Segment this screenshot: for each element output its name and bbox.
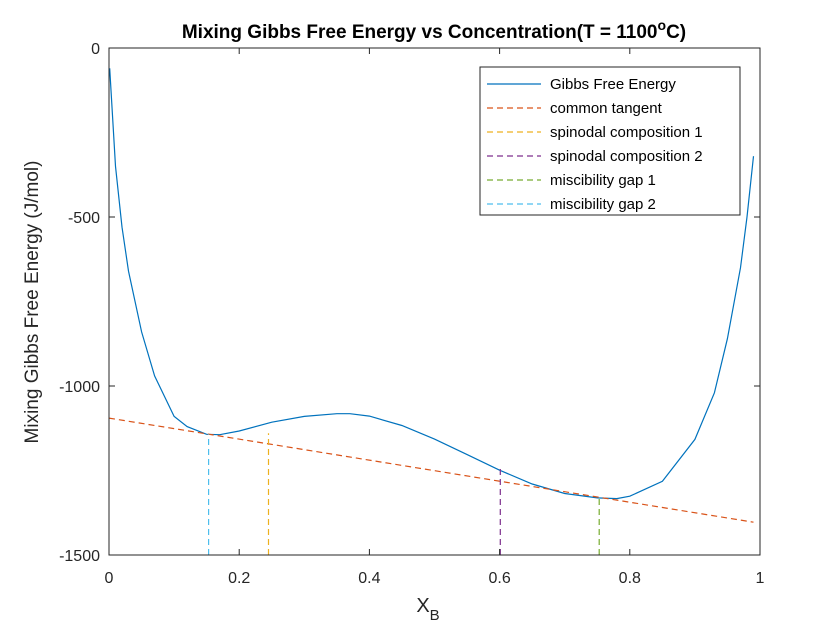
y-tick-label: -1000 [59,379,100,396]
x-axis-label: XB [416,595,439,624]
legend-box [479,66,741,216]
legend-items: Gibbs Free Energy common tangent spinodal … [487,76,703,213]
x-tick-label: 0.6 [488,570,510,587]
y-tick-label: -1500 [59,548,100,565]
x-tick-label: 0 [105,570,114,587]
tick-layer: 0 0.2 0.4 0.6 0.8 1 0 -500 -1000 -1500 [59,41,764,587]
chart-title: Mixing Gibbs Free Energy vs Concentratio… [182,17,686,43]
legend-label: spinodal composition 2 [550,148,703,165]
x-tick-label: 0.4 [358,570,380,587]
y-tick-label: -500 [68,210,100,227]
axes-box [108,47,761,556]
legend-label: Gibbs Free Energy [550,76,676,93]
legend: Gibbs Free Energy common tangent spinodal … [479,66,741,216]
legend-label: miscibility gap 1 [550,172,656,189]
series-gibbs-free-energy [109,68,755,500]
series-common-tangent [108,417,754,523]
series-layer [108,68,755,555]
y-axis-label: Mixing Gibbs Free Energy (J/mol) [22,161,43,444]
x-tick-label: 0.8 [619,570,641,587]
x-tick-label: 1 [756,570,765,587]
legend-label: miscibility gap 2 [550,196,656,213]
legend-label: spinodal composition 1 [550,124,703,141]
x-tick-label: 0.2 [228,570,250,587]
legend-label: common tangent [550,100,663,117]
y-tick-label: 0 [91,41,100,58]
